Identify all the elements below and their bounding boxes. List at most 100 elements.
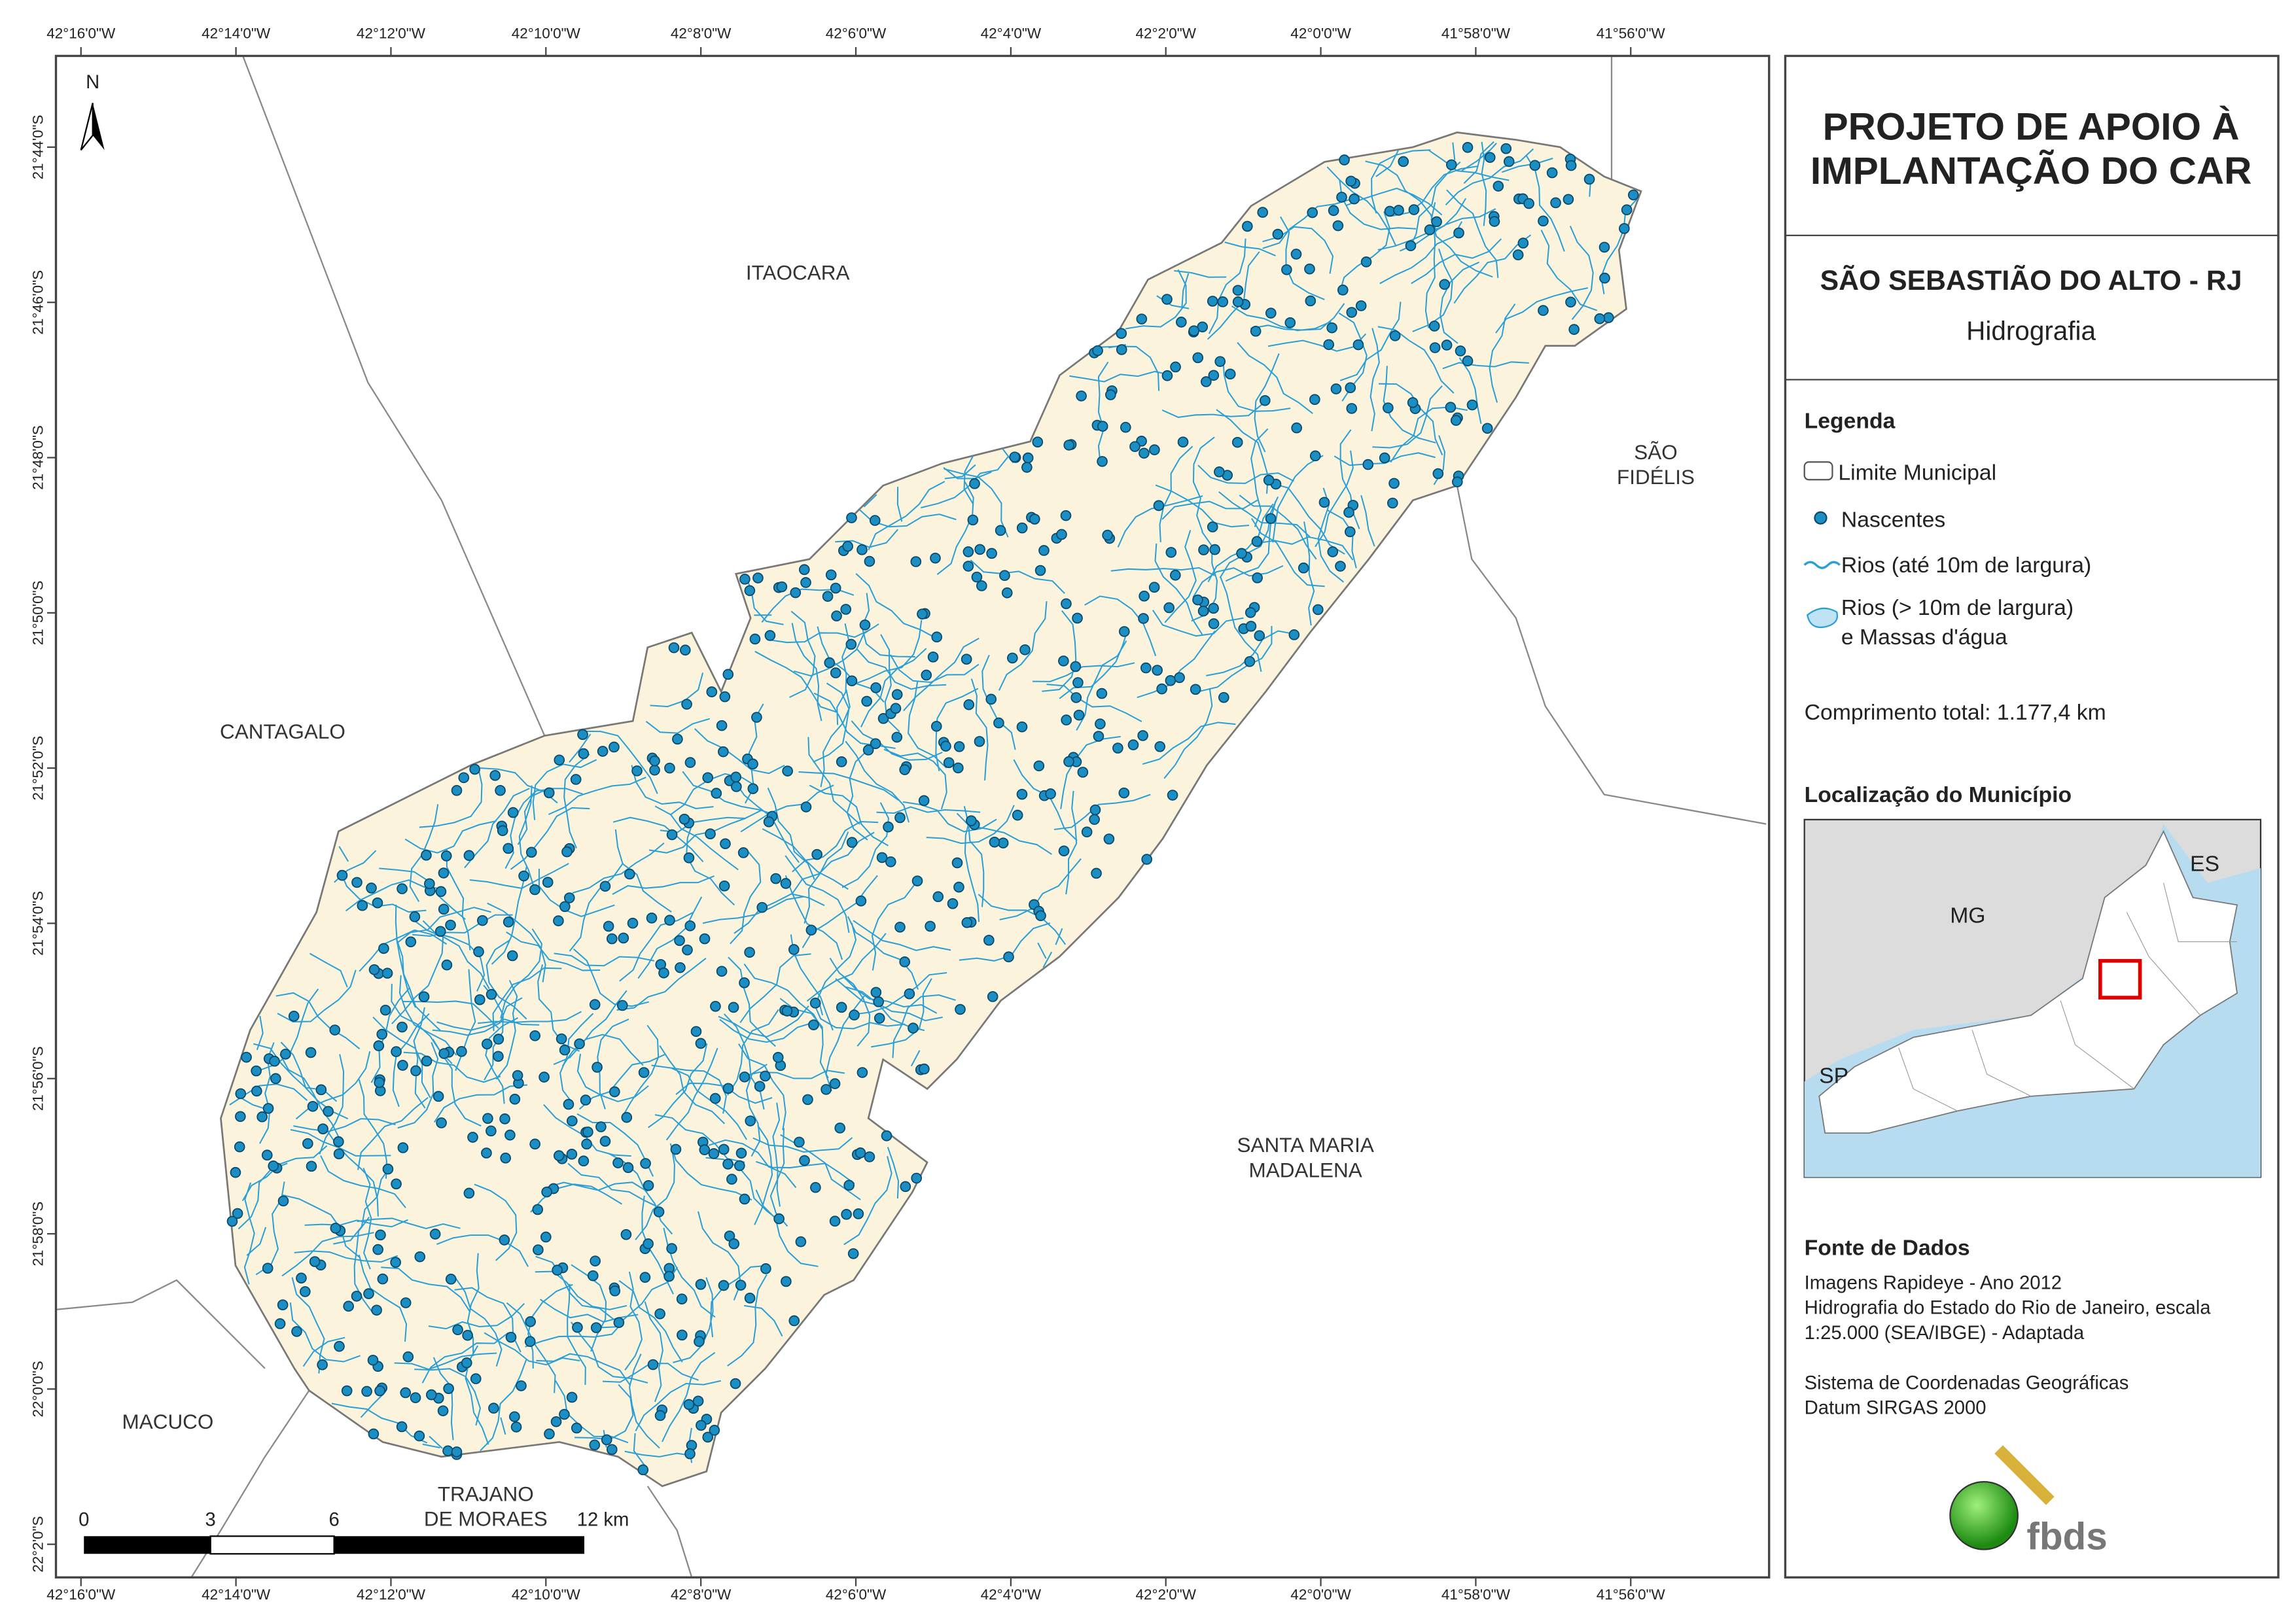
spring <box>1492 181 1504 192</box>
spring <box>1165 547 1177 558</box>
spring <box>572 1321 583 1333</box>
spring <box>709 1425 720 1436</box>
spring <box>677 1329 688 1341</box>
spring <box>372 1244 383 1255</box>
river <box>1154 543 1203 635</box>
spring <box>643 1179 654 1191</box>
spring <box>382 1163 394 1175</box>
spring <box>699 933 711 945</box>
spring <box>989 836 1000 848</box>
river <box>492 967 562 1032</box>
spring <box>351 1291 362 1302</box>
river <box>563 753 590 849</box>
spring <box>616 1000 628 1011</box>
river <box>1445 148 1534 206</box>
spring <box>486 988 497 1000</box>
river <box>1400 208 1496 252</box>
spring <box>1148 582 1160 593</box>
spring <box>1120 421 1131 433</box>
river <box>429 1435 443 1449</box>
river <box>694 728 785 775</box>
river <box>360 1391 386 1418</box>
spring <box>578 1155 590 1167</box>
scale-label: 12 km <box>577 1510 629 1531</box>
spring <box>582 1126 593 1138</box>
river <box>614 829 672 913</box>
spring <box>1389 330 1401 341</box>
inset-line <box>2126 912 2201 1016</box>
spring <box>1265 307 1277 319</box>
river <box>999 858 1082 920</box>
spring <box>566 1149 578 1160</box>
spring <box>971 571 983 583</box>
spring <box>747 783 759 794</box>
crs-line: Sistema de Coordenadas Geográficas <box>1805 1372 2129 1393</box>
longitude-label: 42°8'0"W <box>671 1586 732 1603</box>
spring <box>798 564 810 576</box>
spring <box>846 675 858 687</box>
spring <box>1112 742 1123 754</box>
river <box>518 785 535 887</box>
river <box>817 922 857 1016</box>
spring <box>469 763 480 775</box>
spring <box>1038 545 1050 556</box>
spring <box>509 1093 521 1105</box>
spring <box>599 881 611 892</box>
spring <box>857 544 868 555</box>
river <box>1502 158 1553 173</box>
spring <box>397 1021 408 1033</box>
spring <box>643 1238 654 1249</box>
river <box>883 748 947 810</box>
spring <box>1379 452 1390 464</box>
spring <box>525 846 537 858</box>
spring <box>1016 522 1028 534</box>
spring <box>441 959 453 971</box>
spring <box>566 1391 578 1403</box>
spring <box>561 846 573 858</box>
river <box>398 975 457 1056</box>
river <box>1489 303 1516 403</box>
spring <box>1116 328 1127 340</box>
spring <box>533 1244 544 1255</box>
river <box>495 980 518 1080</box>
spring <box>1224 368 1236 380</box>
legend-label: Rios (> 10m de largura) <box>1841 595 2074 620</box>
spring <box>639 1272 651 1283</box>
river <box>708 1139 797 1189</box>
river <box>943 467 992 480</box>
spring <box>307 1100 319 1112</box>
river <box>798 771 899 801</box>
spring <box>773 1213 785 1225</box>
river <box>485 1017 519 1104</box>
spring <box>967 514 979 526</box>
river <box>469 863 569 889</box>
neighbor-boundaries <box>56 56 1767 1578</box>
river <box>454 1277 503 1367</box>
river <box>804 831 849 924</box>
river <box>963 455 974 505</box>
spring <box>499 1113 510 1125</box>
river <box>1110 567 1215 576</box>
spring <box>718 1280 730 1291</box>
spring <box>1245 607 1256 618</box>
inset-map: ES MG SP <box>1803 818 2262 1178</box>
spring <box>794 1136 805 1148</box>
river <box>739 953 811 1023</box>
spring <box>849 1009 860 1021</box>
inset-state <box>1818 829 2238 1134</box>
theme: Hidrografia <box>1966 316 2096 346</box>
spring <box>1139 590 1150 602</box>
spring <box>1450 415 1462 426</box>
spring <box>676 1293 688 1305</box>
river <box>331 1403 428 1444</box>
spring <box>708 1148 720 1159</box>
spring <box>1217 296 1229 307</box>
spring <box>1345 382 1356 394</box>
river <box>1251 517 1325 587</box>
river <box>842 975 938 1014</box>
spring <box>442 1445 453 1457</box>
spring <box>654 1410 666 1422</box>
spring <box>752 572 764 584</box>
map-content <box>56 56 1767 1578</box>
river <box>319 1054 345 1155</box>
